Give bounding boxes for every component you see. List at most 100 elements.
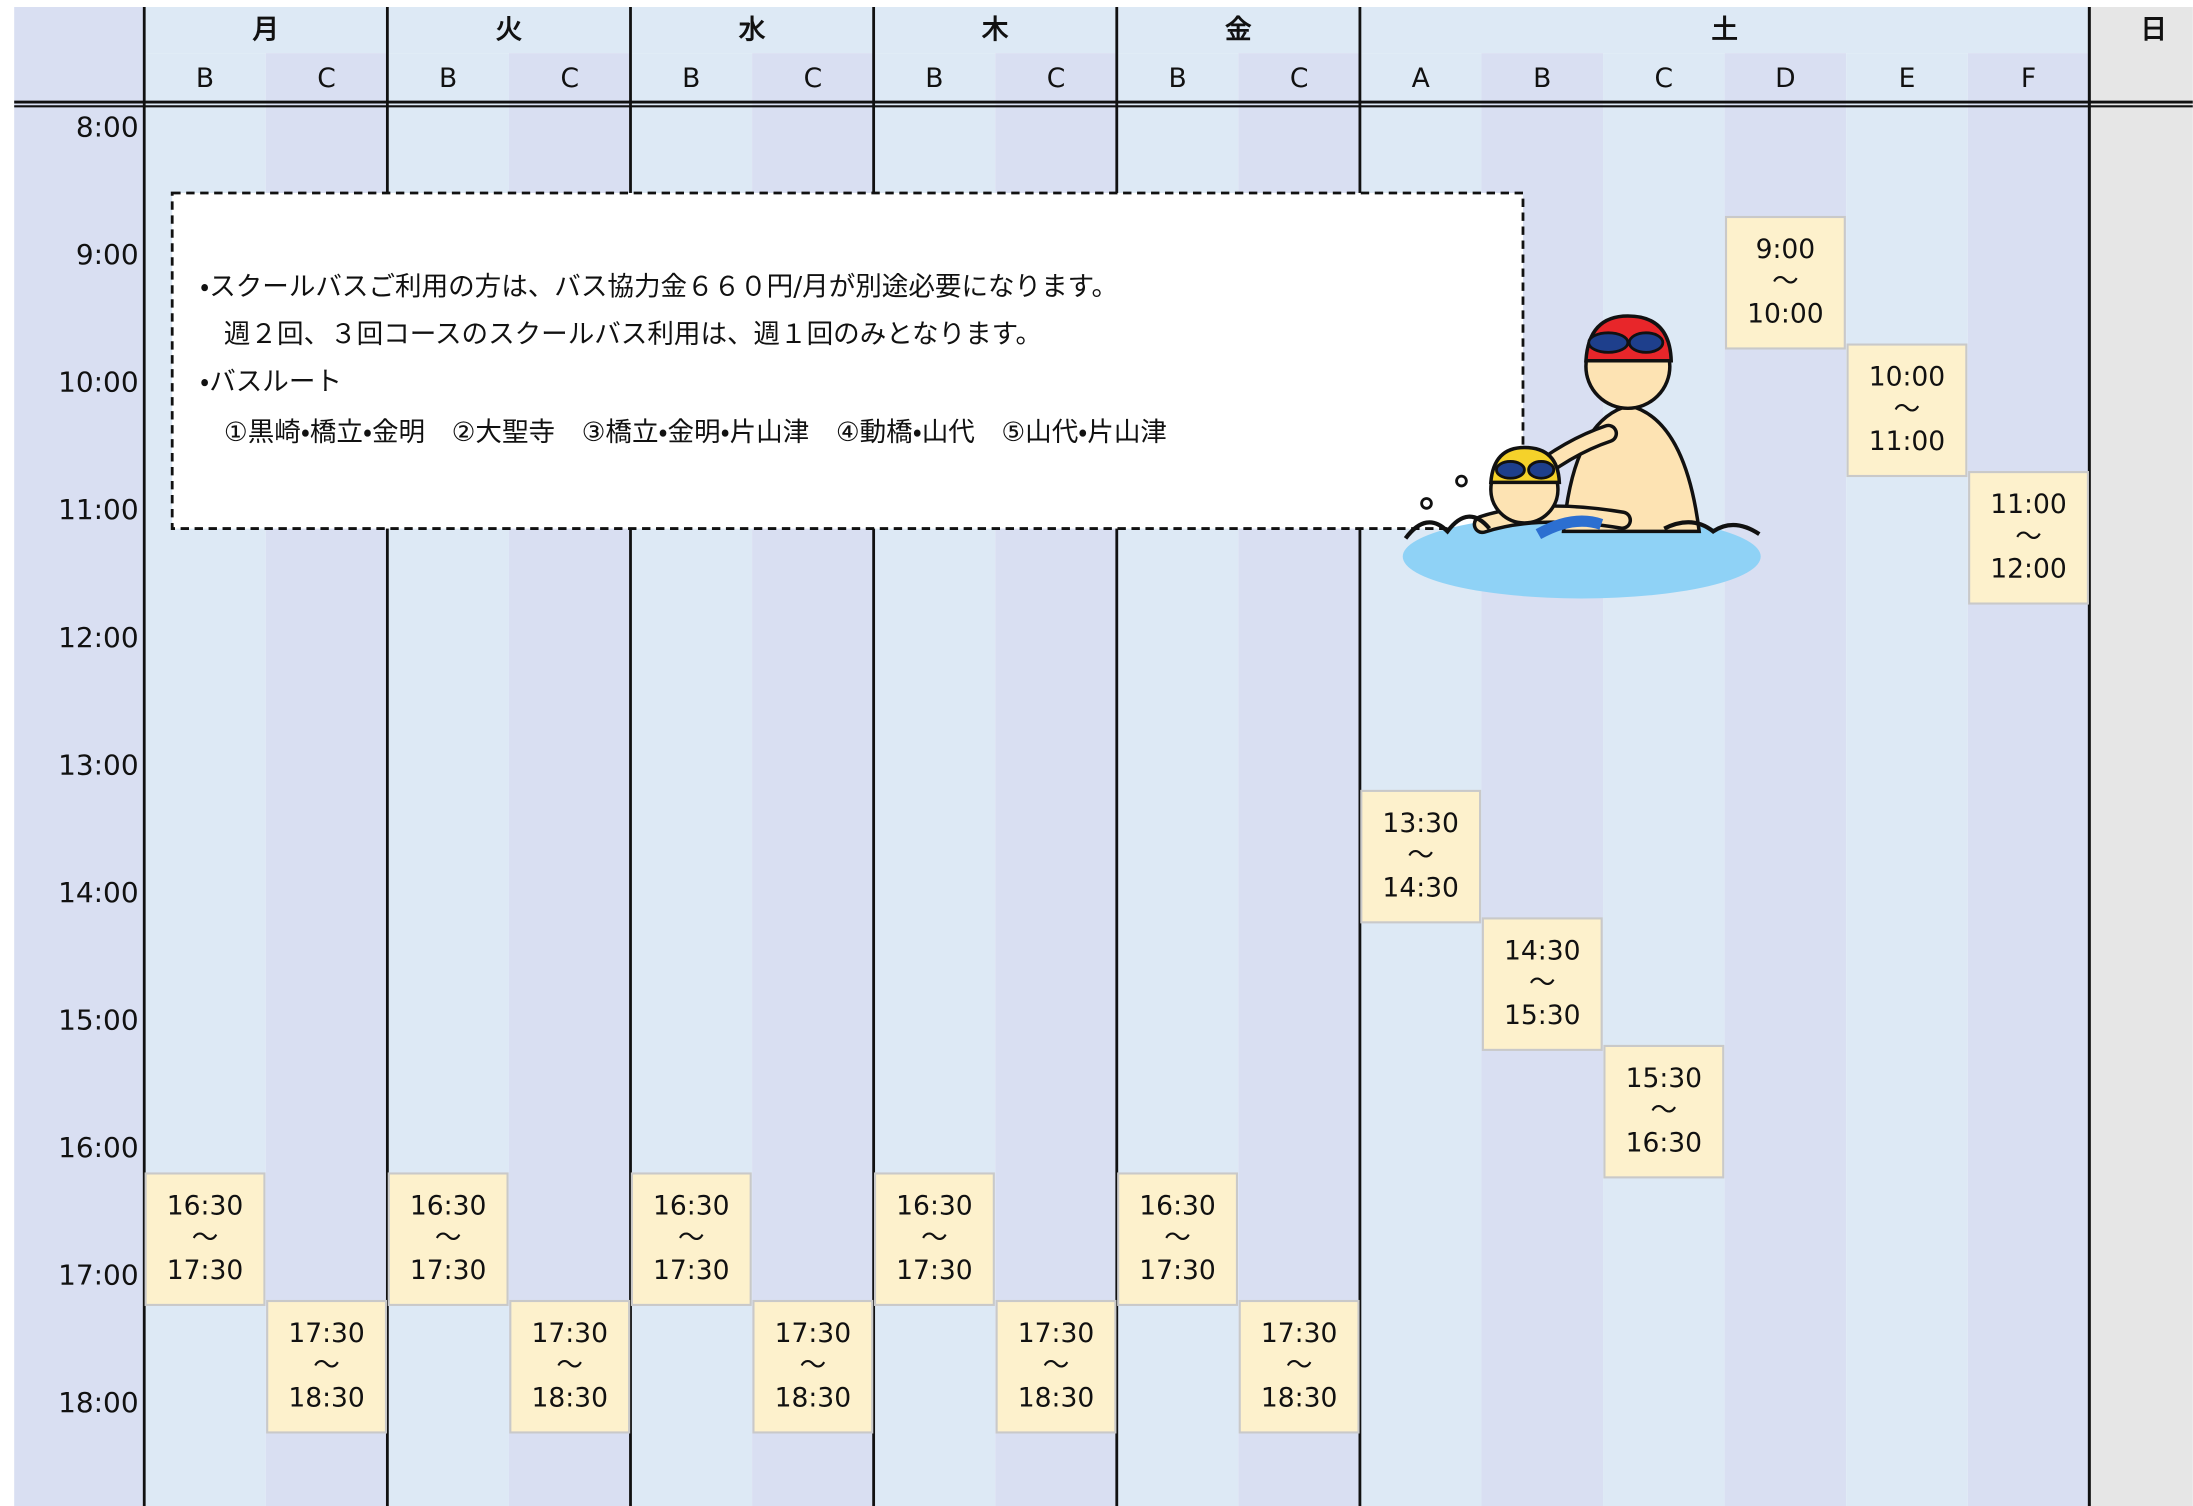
column-label: B (196, 63, 214, 94)
note: ・スクールバスご利用の方は、バス協力金６６０円/月が別途必要になります。週２回、… (170, 191, 1525, 530)
slot-separator: 〜 (1164, 1223, 1191, 1254)
slot-start: 16:30 (896, 1191, 973, 1222)
time-label: 14:00 (58, 876, 139, 909)
column-label: B (682, 63, 700, 94)
time-label: 9:00 (76, 238, 139, 271)
column-label: C (317, 63, 336, 94)
swimmers-illustration (1402, 314, 1761, 599)
slot-separator: 〜 (921, 1223, 948, 1254)
column-label: C (1047, 63, 1066, 94)
slot-end: 18:30 (288, 1382, 365, 1413)
time-label: 15:00 (58, 1003, 139, 1036)
slot-end: 18:30 (775, 1382, 852, 1413)
slot-end: 15:30 (1504, 1000, 1581, 1031)
slot-separator: 〜 (1286, 1350, 1313, 1381)
time-slot: 13:30〜14:30 (1360, 789, 1482, 924)
slot-box (630, 1172, 752, 1306)
column-label: C (560, 63, 579, 94)
slot-start: 16:30 (167, 1191, 244, 1222)
slot-box (1846, 343, 1968, 478)
time-slot: 11:00〜12:00 (1968, 471, 2089, 605)
note-line: ・バスルート (200, 367, 342, 398)
time-slot: 16:30〜17:30 (1117, 1172, 1238, 1306)
slot-start: 10:00 (1869, 362, 1946, 393)
slot-end: 16:30 (1626, 1127, 1703, 1158)
slot-separator: 〜 (313, 1350, 340, 1381)
time-slot: 9:00〜10:00 (1724, 215, 1846, 350)
slot-end: 17:30 (410, 1255, 487, 1286)
slot-end: 17:30 (653, 1255, 730, 1286)
slot-start: 11:00 (1990, 489, 2067, 520)
slot-start: 13:30 (1382, 808, 1459, 839)
column-label: B (1168, 63, 1186, 94)
time-label: 8:00 (76, 111, 139, 144)
column-background (1846, 53, 1968, 1506)
day-label: 月 (252, 14, 280, 45)
day-header (873, 6, 1117, 54)
day-header (630, 6, 874, 54)
note-line: 週２回、３回コースのスクールバス利用は、週１回のみとなります。 (224, 319, 1042, 350)
slot-start: 17:30 (1261, 1318, 1338, 1349)
slot-start: 15:30 (1626, 1063, 1703, 1094)
slot-start: 16:30 (653, 1191, 730, 1222)
day-column (2089, 6, 2193, 1506)
slot-box (144, 1172, 266, 1306)
time-slot: 16:30〜17:30 (630, 1172, 752, 1306)
slot-separator: 〜 (1529, 968, 1556, 999)
slot-box (1724, 215, 1846, 350)
slot-start: 17:30 (288, 1318, 365, 1349)
time-slot: 17:30〜18:30 (995, 1299, 1117, 1434)
slot-separator: 〜 (435, 1223, 462, 1254)
time-slot: 16:30〜17:30 (873, 1172, 995, 1306)
slot-separator: 〜 (556, 1350, 583, 1381)
slot-box (873, 1172, 995, 1306)
time-slot: 10:00〜11:00 (1846, 343, 1968, 478)
slot-end: 17:30 (896, 1255, 973, 1286)
slot-separator: 〜 (678, 1223, 705, 1254)
note-line: ・スクールバスご利用の方は、バス協力金６６０円/月が別途必要になります。 (200, 272, 1118, 303)
time-label: 11:00 (58, 493, 139, 526)
time-slot: 16:30〜17:30 (387, 1172, 509, 1306)
column-label: C (804, 63, 823, 94)
note-box (170, 191, 1525, 530)
slot-box (995, 1299, 1117, 1434)
slot-end: 12:00 (1990, 553, 2067, 584)
slot-box (1360, 789, 1482, 924)
slot-end: 14:30 (1382, 872, 1459, 903)
grid: 月 B C 火 B C 水 B C 木 B C 金 B C 土 A B C D E F 日 8:00 9:00 10:00 11:0… (14, 6, 2193, 1506)
slot-start: 17:30 (775, 1318, 852, 1349)
column-label: A (1412, 63, 1430, 94)
day-header (387, 6, 631, 54)
day-label: 火 (496, 14, 523, 45)
slot-end: 11:00 (1869, 426, 1946, 457)
time-slot: 17:30〜18:30 (509, 1299, 631, 1434)
time-slot: 16:30〜17:30 (144, 1172, 266, 1306)
time-slot: 15:30〜16:30 (1603, 1044, 1725, 1179)
time-slot: 14:30〜15:30 (1481, 917, 1603, 1051)
slot-box (1603, 1044, 1725, 1179)
slot-box (1968, 471, 2089, 605)
slot-box (387, 1172, 509, 1306)
time-column (14, 6, 145, 1506)
slot-separator: 〜 (2015, 521, 2042, 552)
slot-box (509, 1299, 631, 1434)
day-label: 土 (1711, 14, 1738, 45)
column-label: D (1775, 63, 1795, 94)
day-label: 日 (2140, 14, 2167, 45)
day-label: 金 (1225, 14, 1252, 45)
slot-separator: 〜 (1407, 840, 1434, 871)
slot-start: 16:30 (410, 1191, 487, 1222)
time-label: 12:00 (58, 621, 139, 654)
day-header (1359, 6, 2090, 54)
column-label: E (1899, 63, 1916, 94)
slot-end: 17:30 (1139, 1255, 1216, 1286)
time-label: 18:00 (58, 1386, 139, 1419)
slot-box (266, 1299, 388, 1434)
slot-box (1117, 1172, 1238, 1306)
column-label: C (1290, 63, 1309, 94)
column-label: F (2021, 63, 2036, 94)
day-header (1116, 6, 1360, 54)
slot-start: 17:30 (1018, 1318, 1095, 1349)
